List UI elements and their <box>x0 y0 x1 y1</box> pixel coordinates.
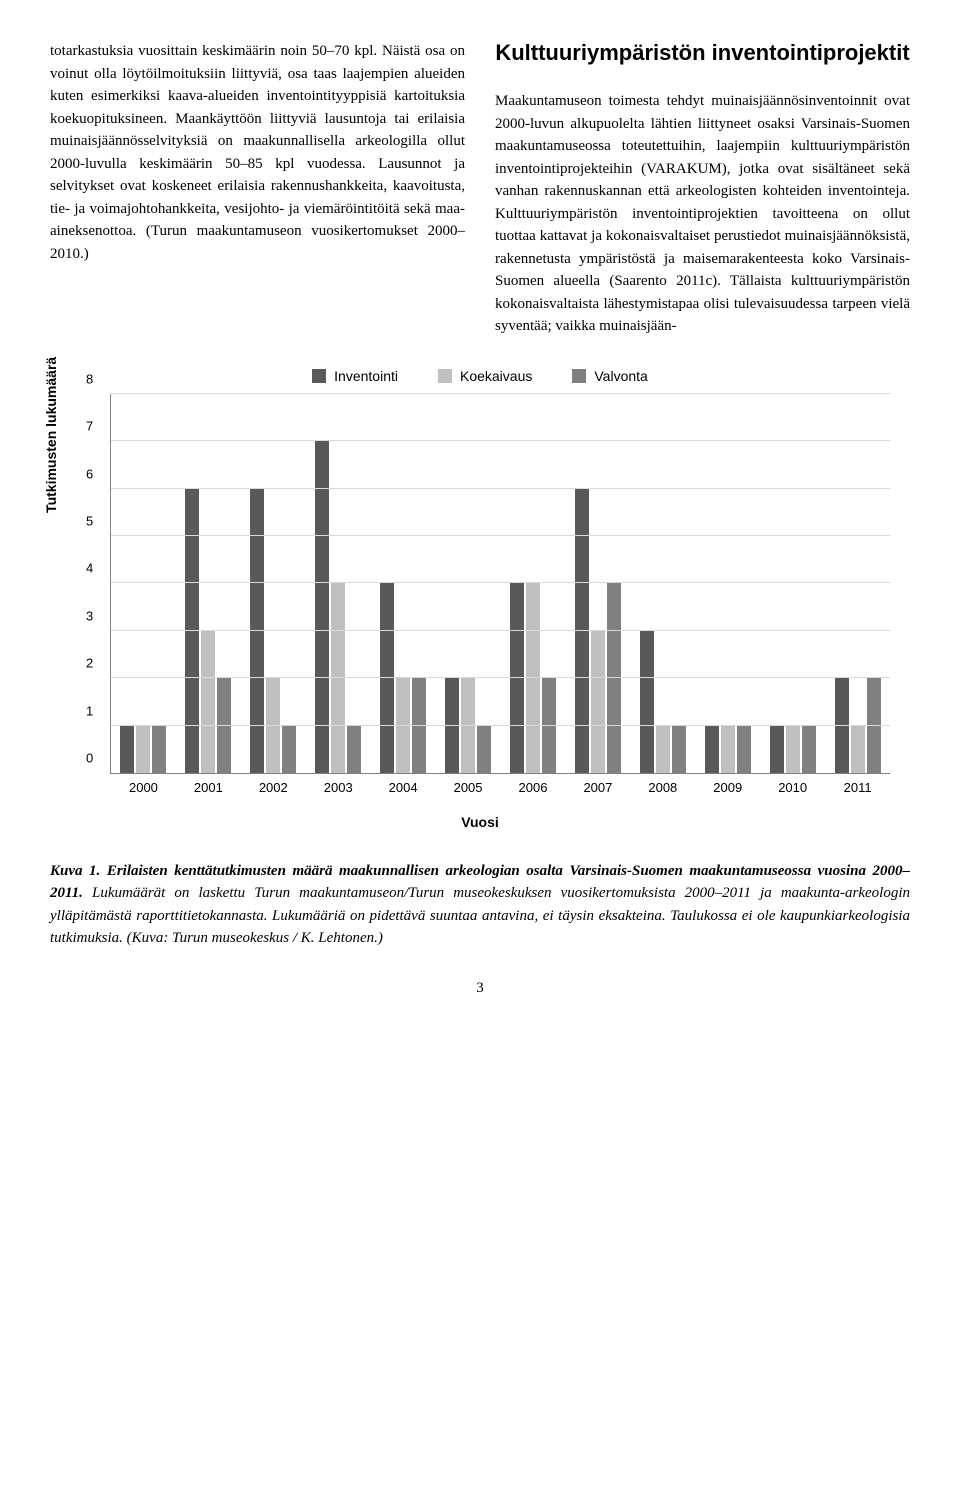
left-text: totarkastuksia vuosittain keskimäärin no… <box>50 40 465 265</box>
year-group: 2008 <box>630 630 695 773</box>
bar <box>770 725 784 773</box>
x-tick-label: 2004 <box>389 780 418 795</box>
y-tick: 6 <box>86 466 93 481</box>
year-group: 2003 <box>306 440 371 773</box>
legend-item: Inventointi <box>312 368 398 384</box>
bar <box>315 440 329 773</box>
gridline <box>111 630 890 631</box>
right-column: Kulttuuriympäristön inventointiprojektit… <box>495 40 910 338</box>
bar <box>656 725 670 773</box>
caption-rest: Lukumäärät on laskettu Turun maakuntamus… <box>50 885 910 946</box>
x-tick-label: 2007 <box>583 780 612 795</box>
legend-label: Valvonta <box>594 368 647 384</box>
y-tick: 0 <box>86 750 93 765</box>
bar-chart: Inventointi Koekaivaus Valvonta Tutkimuste… <box>50 368 910 830</box>
page-number: 3 <box>50 980 910 997</box>
y-tick: 2 <box>86 656 93 671</box>
y-tick: 7 <box>86 419 93 434</box>
section-heading: Kulttuuriympäristön inventointiprojektit <box>495 40 910 66</box>
bars-container: 2000200120022003200420052006200720082009… <box>111 394 890 773</box>
text-columns: totarkastuksia vuosittain keskimäärin no… <box>50 40 910 338</box>
bar <box>282 725 296 773</box>
legend-swatch <box>312 369 326 383</box>
year-group: 2000 <box>111 725 176 773</box>
bar <box>640 630 654 773</box>
gridline <box>111 725 890 726</box>
x-tick-label: 2011 <box>844 780 872 795</box>
x-tick-label: 2001 <box>194 780 223 795</box>
y-tick: 4 <box>86 561 93 576</box>
y-tick: 8 <box>86 371 93 386</box>
gridline <box>111 677 890 678</box>
bar <box>705 725 719 773</box>
year-group: 2009 <box>695 725 760 773</box>
gridline <box>111 535 890 536</box>
x-tick-label: 2008 <box>648 780 677 795</box>
legend-item: Valvonta <box>572 368 647 384</box>
legend-item: Koekaivaus <box>438 368 532 384</box>
year-group: 2010 <box>760 725 825 773</box>
x-tick-label: 2005 <box>454 780 483 795</box>
x-tick-label: 2006 <box>519 780 548 795</box>
bar <box>201 630 215 773</box>
bar <box>721 725 735 773</box>
bar <box>672 725 686 773</box>
legend-swatch <box>438 369 452 383</box>
gridline <box>111 582 890 583</box>
chart-legend: Inventointi Koekaivaus Valvonta <box>50 368 910 384</box>
legend-label: Inventointi <box>334 368 398 384</box>
x-tick-label: 2009 <box>713 780 742 795</box>
y-tick: 1 <box>86 703 93 718</box>
bar <box>851 725 865 773</box>
x-tick-label: 2000 <box>129 780 158 795</box>
bar <box>802 725 816 773</box>
figure-caption: Kuva 1. Erilaisten kenttätutkimusten mää… <box>50 860 910 950</box>
gridline <box>111 440 890 441</box>
bar <box>786 725 800 773</box>
bar <box>737 725 751 773</box>
bar <box>477 725 491 773</box>
bar <box>347 725 361 773</box>
gridline <box>111 488 890 489</box>
gridline <box>111 393 890 394</box>
bar <box>136 725 150 773</box>
x-tick-label: 2002 <box>259 780 288 795</box>
legend-label: Koekaivaus <box>460 368 532 384</box>
y-axis-label: Tutkimusten lukumäärä <box>43 357 59 513</box>
x-tick-label: 2003 <box>324 780 353 795</box>
legend-swatch <box>572 369 586 383</box>
bar <box>591 630 605 773</box>
chart-plot-area: Tutkimusten lukumäärä 200020012002200320… <box>110 394 890 774</box>
y-tick: 5 <box>86 514 93 529</box>
y-tick: 3 <box>86 608 93 623</box>
bar <box>120 725 134 773</box>
right-text: Maakuntamuseon toimesta tehdyt muinaisjä… <box>495 90 910 338</box>
bar <box>152 725 166 773</box>
left-column: totarkastuksia vuosittain keskimäärin no… <box>50 40 465 338</box>
x-tick-label: 2010 <box>778 780 807 795</box>
x-axis-label: Vuosi <box>50 814 910 830</box>
